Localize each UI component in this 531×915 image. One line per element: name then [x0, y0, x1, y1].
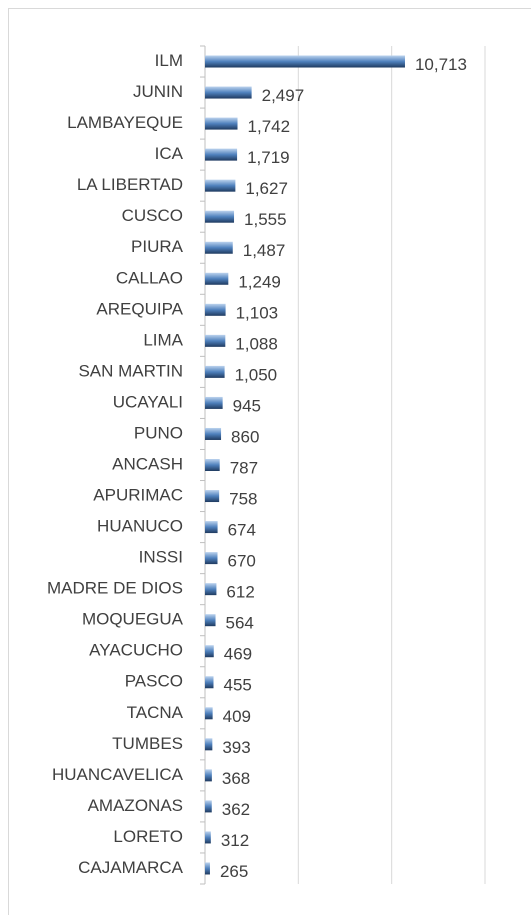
bar [205, 272, 229, 285]
bar [205, 800, 212, 813]
bar [205, 365, 225, 378]
y-tick-label: TUMBES [112, 734, 183, 753]
value-label: 1,742 [248, 117, 291, 136]
bar [205, 552, 218, 565]
bar [205, 334, 226, 347]
y-tick-label: ANCASH [112, 454, 183, 473]
value-label: 564 [226, 614, 254, 633]
y-tick-label: MADRE DE DIOS [47, 579, 183, 598]
y-tick-label: UCAYALI [113, 392, 183, 411]
bar [205, 117, 238, 130]
chart-frame [8, 8, 531, 915]
value-label: 670 [228, 552, 256, 571]
bar [205, 303, 226, 316]
value-label: 860 [231, 427, 259, 446]
y-tick-label: MOQUEGUA [82, 610, 184, 629]
bar [205, 179, 236, 192]
bar [205, 86, 252, 99]
value-label: 1,088 [235, 334, 278, 353]
y-tick-label: APURIMAC [93, 486, 183, 505]
bar [205, 396, 223, 409]
y-tick-label: PUNO [134, 423, 183, 442]
bar [205, 210, 235, 223]
bar [205, 614, 216, 627]
y-tick-label: PASCO [125, 672, 183, 691]
bar [205, 427, 222, 440]
value-label: 674 [228, 521, 256, 540]
value-label: 1,103 [236, 303, 279, 322]
bar [205, 831, 211, 844]
y-tick-label: LAMBAYEQUE [67, 113, 183, 132]
value-label: 469 [224, 645, 252, 664]
value-label: 10,713 [415, 55, 467, 74]
bar [205, 769, 212, 782]
y-tick-label: SAN MARTIN [78, 361, 183, 380]
value-label: 393 [222, 738, 250, 757]
value-label: 368 [222, 769, 250, 788]
value-label: 1,487 [243, 241, 286, 260]
value-label: 1,555 [244, 210, 287, 229]
bar [205, 862, 210, 875]
y-tick-label: ICA [155, 144, 184, 163]
bar [205, 676, 214, 689]
y-tick-label: AMAZONAS [88, 796, 183, 815]
value-label: 758 [229, 490, 257, 509]
value-label: 1,627 [245, 179, 288, 198]
bar [205, 241, 233, 254]
y-tick-label: HUANCAVELICA [52, 765, 184, 784]
y-tick-label: CAJAMARCA [78, 858, 184, 877]
y-tick-label: JUNIN [133, 82, 183, 101]
y-tick-label: HUANUCO [97, 517, 183, 536]
bar [205, 583, 217, 596]
bar [205, 707, 213, 720]
y-tick-label: LIMA [143, 330, 183, 349]
y-tick-label: LORETO [113, 827, 183, 846]
value-label: 612 [226, 583, 254, 602]
value-label: 1,249 [238, 272, 281, 291]
y-tick-label: PIURA [131, 237, 184, 256]
y-tick-label: AREQUIPA [96, 299, 183, 318]
value-label: 1,050 [235, 365, 278, 384]
value-label: 455 [223, 676, 251, 695]
value-label: 787 [230, 458, 258, 477]
bar [205, 148, 238, 161]
value-label: 2,497 [262, 86, 305, 105]
bar [205, 490, 220, 503]
value-label: 409 [223, 707, 251, 726]
bar [205, 521, 218, 534]
y-tick-label: AYACUCHO [89, 641, 183, 660]
value-label: 1,719 [247, 148, 290, 167]
value-label: 265 [220, 862, 248, 881]
bar [205, 55, 405, 68]
y-tick-label: INSSI [139, 548, 183, 567]
y-tick-label: CUSCO [122, 206, 183, 225]
y-tick-label: CALLAO [116, 268, 183, 287]
y-tick-label: ILM [155, 51, 183, 70]
bar [205, 645, 214, 658]
value-label: 945 [233, 396, 261, 415]
bar [205, 738, 213, 751]
value-label: 362 [222, 800, 250, 819]
bar [205, 459, 220, 471]
y-tick-label: LA LIBERTAD [77, 175, 183, 194]
value-label: 312 [221, 831, 249, 850]
y-tick-label: TACNA [127, 703, 184, 722]
